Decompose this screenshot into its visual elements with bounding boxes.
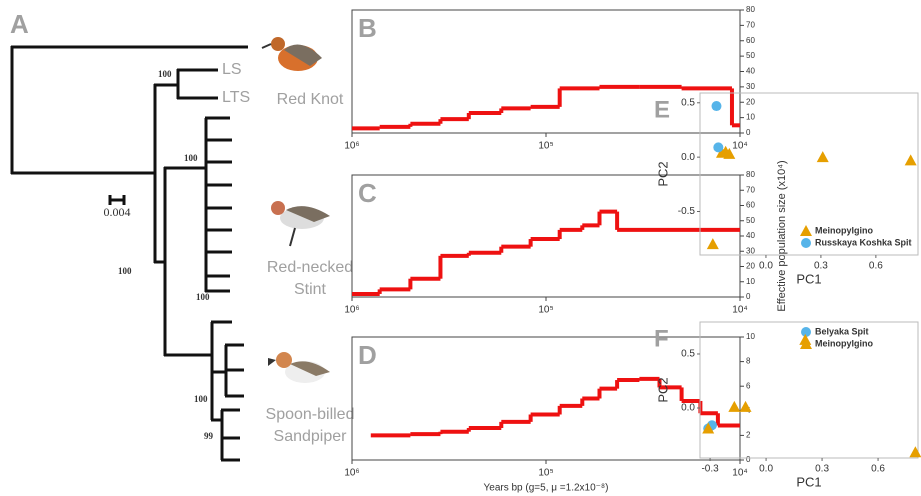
- figure: A LS LTS 100 100 100 100 100 99 0.004 Re…: [0, 0, 921, 496]
- y-axis-label: Effective population size (x10⁴): [776, 160, 788, 311]
- y-tick-label: 70: [746, 185, 755, 194]
- x-tick-label: 10⁶: [344, 305, 359, 316]
- point: [711, 101, 721, 111]
- x-tick-label: 10⁶: [344, 468, 359, 479]
- bird-name: Red-necked: [267, 259, 353, 276]
- y-tick-label: 10: [746, 332, 755, 341]
- bootstrap: 100: [196, 292, 210, 302]
- y-tick-label: 0: [746, 128, 751, 137]
- y-tick-label: 2: [746, 431, 751, 440]
- bird-name: Spoon-billed: [266, 406, 355, 423]
- x-tick-label: 10⁵: [538, 141, 553, 152]
- y-tick-label: 0.5: [681, 349, 695, 360]
- x-tick-label: -0.3: [701, 464, 719, 475]
- legend-label: Russkaya Koshka Spit: [815, 237, 912, 247]
- x-tick-label: 10⁴: [732, 141, 747, 152]
- x-tick-label: 10⁵: [538, 305, 553, 316]
- legend-label: Meinopylgino: [815, 338, 873, 348]
- x-tick-label: 10⁶: [344, 141, 359, 152]
- y-tick-label: 0.0: [681, 152, 695, 163]
- bootstrap: 100: [194, 394, 208, 404]
- bird: [262, 44, 271, 48]
- point: [707, 238, 719, 249]
- plot-frame: [352, 10, 740, 133]
- y-tick-label: 0.5: [681, 97, 695, 108]
- y-tick-label: 20: [746, 97, 755, 106]
- bird-name: Red Knot: [277, 91, 344, 108]
- y-axis-label: PC2: [655, 161, 670, 186]
- leaf-label: LTS: [222, 89, 250, 106]
- page: { "tree": { "panel": "A", "leaves": ["LS…: [0, 0, 921, 496]
- bird: [271, 201, 285, 215]
- legend-label: Belyaka Spit: [815, 326, 869, 336]
- y-tick-label: 40: [746, 231, 755, 240]
- bootstrap: 100: [118, 266, 132, 276]
- y-tick-label: 60: [746, 201, 755, 210]
- bird-name: Sandpiper: [274, 428, 348, 445]
- y-tick-label: 50: [746, 51, 755, 60]
- leaf-label: LS: [222, 61, 242, 78]
- point: [817, 151, 829, 162]
- bird-name: Stint: [294, 281, 327, 298]
- bootstrap: 100: [184, 153, 198, 163]
- y-tick-label: 6: [746, 381, 751, 390]
- x-tick-label: 10⁵: [538, 468, 553, 479]
- panel-label: B: [358, 13, 377, 43]
- x-axis-label: PC1: [796, 474, 821, 489]
- y-tick-label: 0.0: [681, 403, 695, 414]
- y-tick-label: 30: [746, 82, 755, 91]
- bootstrap: 100: [158, 69, 172, 79]
- panel-label: F: [654, 325, 669, 352]
- y-tick-label: 60: [746, 36, 755, 45]
- x-tick-label: 10⁴: [732, 468, 747, 479]
- x-tick-label: 0.6: [869, 261, 883, 272]
- y-tick-label: 8: [746, 357, 751, 366]
- bootstrap: 99: [204, 431, 214, 441]
- y-tick-label: 70: [746, 20, 755, 29]
- phylogeny: [11, 46, 248, 460]
- scale-label: 0.004: [104, 205, 131, 219]
- x-tick-label: 0.3: [814, 261, 828, 272]
- y-tick-label: 80: [746, 5, 755, 14]
- panel-label: D: [358, 340, 377, 370]
- y-tick-label: 0: [746, 455, 751, 464]
- bird: [290, 228, 295, 246]
- bird-icons: [262, 37, 330, 383]
- x-tick-label: 0.0: [759, 464, 773, 475]
- y-tick-label: 30: [746, 246, 755, 255]
- y-tick-label: -0.5: [678, 206, 696, 217]
- x-tick-label: 0.6: [871, 464, 885, 475]
- x-tick-label: 0.0: [759, 261, 773, 272]
- y-tick-label: 10: [746, 113, 755, 122]
- bird: [271, 37, 285, 51]
- point: [905, 154, 917, 165]
- point: [909, 446, 921, 457]
- y-tick-label: 20: [746, 262, 755, 271]
- panel-label: A: [10, 9, 29, 39]
- legend-marker: [801, 238, 811, 248]
- y-tick-label: 80: [746, 170, 755, 179]
- y-tick-label: 40: [746, 67, 755, 76]
- bird: [276, 352, 292, 368]
- legend-label: Meinopylgino: [815, 225, 873, 235]
- y-tick-label: 50: [746, 216, 755, 225]
- legend-marker: [800, 225, 812, 236]
- panel-label: C: [358, 178, 377, 208]
- panel-label: E: [654, 96, 670, 123]
- point: [713, 142, 723, 152]
- x-axis-label: PC1: [796, 271, 821, 286]
- y-tick-label: 0: [746, 292, 751, 301]
- point: [728, 401, 740, 412]
- x-axis-label: Years bp (g=5, μ =1.2x10⁻⁸): [484, 483, 609, 494]
- y-tick-label: 10: [746, 277, 755, 286]
- y-axis-label: PC2: [655, 377, 670, 402]
- x-tick-label: 10⁴: [732, 305, 747, 316]
- bird: [268, 358, 276, 366]
- x-tick-label: 0.3: [815, 464, 829, 475]
